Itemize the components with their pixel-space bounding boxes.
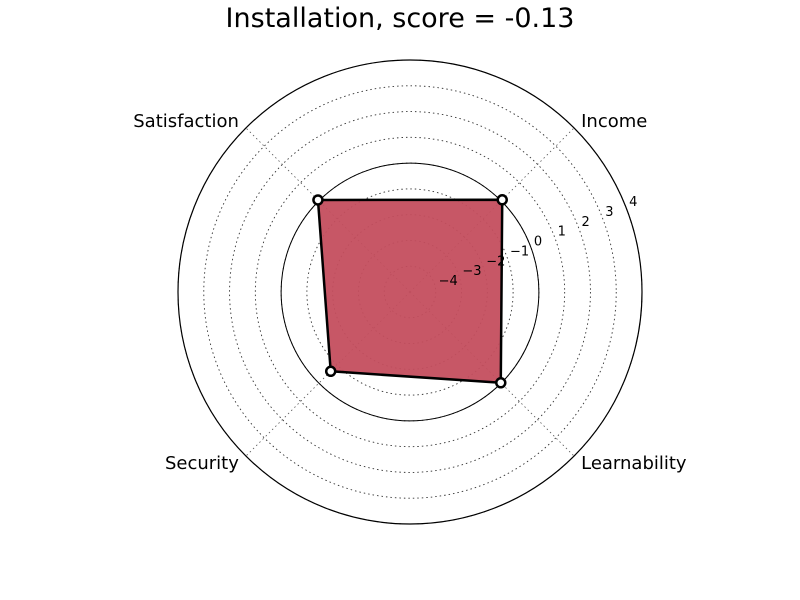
data-point	[312, 194, 324, 206]
radial-tick-label: −1	[510, 244, 529, 259]
radial-tick-label: 0	[534, 235, 542, 250]
grid-ring	[229, 111, 591, 473]
radial-tick-label: 2	[581, 215, 589, 230]
data-layer	[312, 194, 508, 389]
radial-tick-label: 3	[605, 205, 613, 220]
radial-tick-label: −2	[486, 254, 505, 269]
radial-tick-label: −4	[439, 274, 458, 289]
axis-label: Satisfaction	[133, 111, 239, 132]
radial-tick-label: 1	[558, 225, 566, 240]
radial-tick-label: −3	[462, 264, 481, 279]
label-layer: −4 −3 −2 −1 0 12 3 4 Income Satisfaction Security L…	[133, 111, 687, 474]
grid-ring	[306, 188, 514, 396]
axis-label: Security	[165, 453, 239, 474]
grid-ring	[203, 85, 617, 499]
axis-label: Learnability	[581, 453, 687, 474]
chart-title: Installation, score = -0.13	[225, 3, 575, 34]
outer-boundary	[177, 59, 643, 525]
zero-ring	[280, 162, 540, 422]
data-point	[495, 377, 507, 389]
axis-label: Income	[581, 111, 647, 132]
radial-tick-label: 4	[629, 195, 637, 210]
grid-ring	[254, 136, 566, 448]
data-area	[316, 198, 504, 385]
data-point	[496, 194, 508, 206]
data-point	[324, 365, 337, 378]
